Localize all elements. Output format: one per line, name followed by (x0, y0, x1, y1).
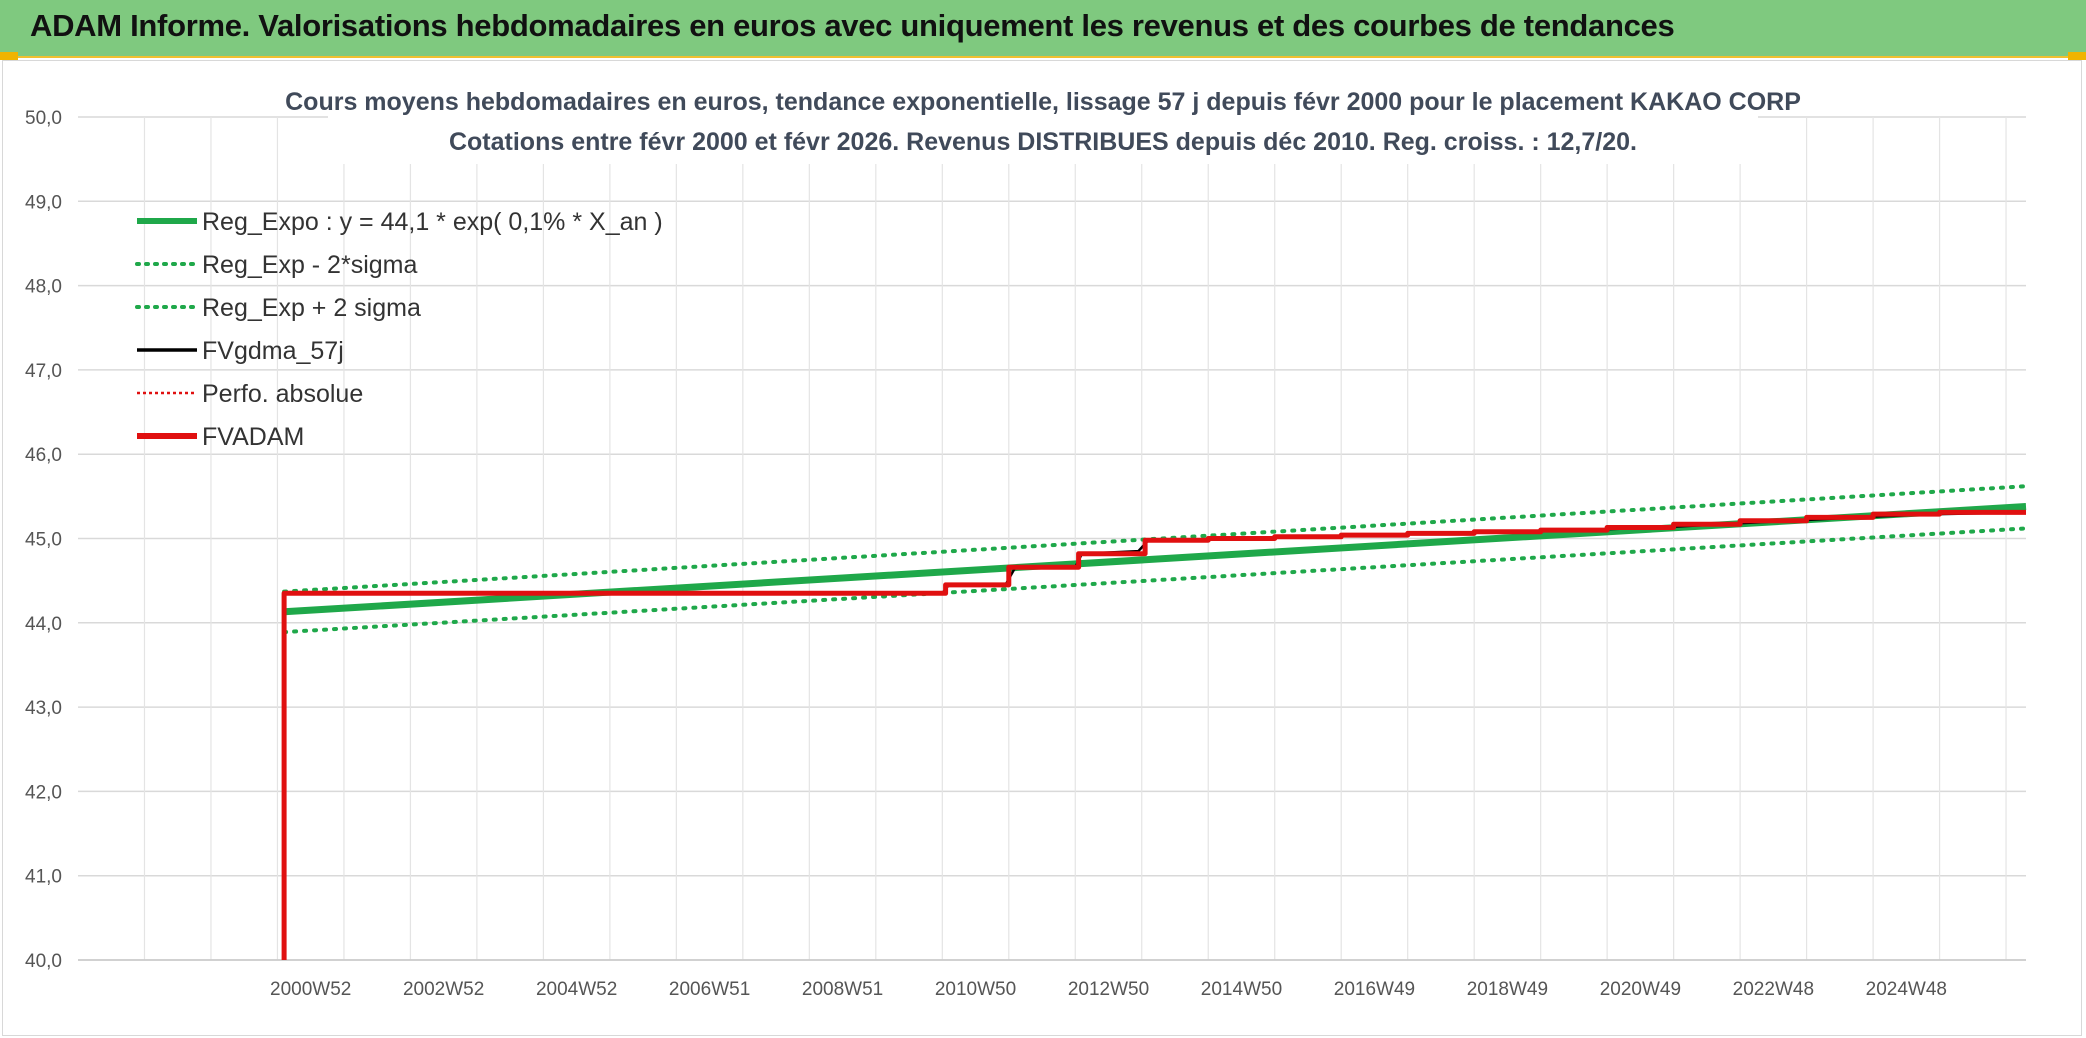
corner-marker-left (0, 52, 18, 60)
legend-label-high: Reg_Exp + 2 sigma (202, 294, 421, 322)
chart-title-line1: Cours moyens hebdomadaires en euros, ten… (285, 88, 1801, 116)
chart-title-line2: Cotations entre févr 2000 et févr 2026. … (449, 128, 1637, 156)
y-tick-label: 49,0 (25, 192, 62, 213)
title-backdrop (328, 80, 1758, 164)
fvadam-line (281, 509, 2026, 960)
x-tick-label: 2020W49 (1600, 979, 1681, 1000)
x-tick-label: 2002W52 (403, 979, 484, 1000)
y-tick-label: 48,0 (25, 277, 62, 298)
x-tick-label: 2014W50 (1201, 979, 1282, 1000)
y-tick-label: 50,0 (25, 108, 62, 129)
y-tick-label: 47,0 (25, 361, 62, 382)
legend-label-fvg: FVgdma_57j (202, 337, 344, 365)
grid (78, 116, 2026, 961)
report-title: ADAM Informe. Valorisations hebdomadaire… (30, 8, 1675, 43)
y-tick-label: 44,0 (25, 614, 62, 635)
legend-label-adam: FVADAM (202, 423, 304, 451)
x-tick-label: 2012W50 (1068, 979, 1149, 1000)
x-tick-label: 2008W51 (802, 979, 883, 1000)
x-tick-label: 2016W49 (1334, 979, 1415, 1000)
legend: Reg_Expo : y = 44,1 * exp( 0,1% * X_an )… (135, 208, 663, 451)
x-tick-label: 2022W48 (1733, 979, 1814, 1000)
y-tick-label: 41,0 (25, 867, 62, 888)
x-tick-label: 2018W49 (1467, 979, 1548, 1000)
legend-label-reg: Reg_Expo : y = 44,1 * exp( 0,1% * X_an ) (202, 208, 663, 236)
reg-minus-2sigma-line (282, 526, 2028, 635)
y-tick-label: 46,0 (25, 445, 62, 466)
x-tick-label: 2010W50 (935, 979, 1016, 1000)
y-axis-ticks: 40,0 41,0 42,0 43,0 44,0 45,0 46,0 47,0 48,0 49,0… (25, 108, 62, 972)
corner-marker-right (2068, 52, 2086, 60)
y-tick-label: 45,0 (25, 530, 62, 551)
x-tick-label: 2024W48 (1866, 979, 1947, 1000)
y-tick-label: 40,0 (25, 951, 62, 972)
x-tick-label: 2006W51 (669, 979, 750, 1000)
series-layer (281, 484, 2028, 960)
chart-frame (2, 60, 2082, 1036)
x-tick-label: 2000W52 (270, 979, 351, 1000)
y-tick-label: 42,0 (25, 782, 62, 803)
x-tick-label: 2004W52 (536, 979, 617, 1000)
legend-label-low: Reg_Exp - 2*sigma (202, 251, 417, 279)
x-axis-ticks: 2000W52 2002W52 2004W52 2006W51 2008W51 2010W… (270, 979, 1947, 1000)
report-banner: ADAM Informe. Valorisations hebdomadaire… (0, 0, 2086, 58)
y-tick-label: 43,0 (25, 698, 62, 719)
legend-label-perfo: Perfo. absolue (202, 380, 363, 408)
